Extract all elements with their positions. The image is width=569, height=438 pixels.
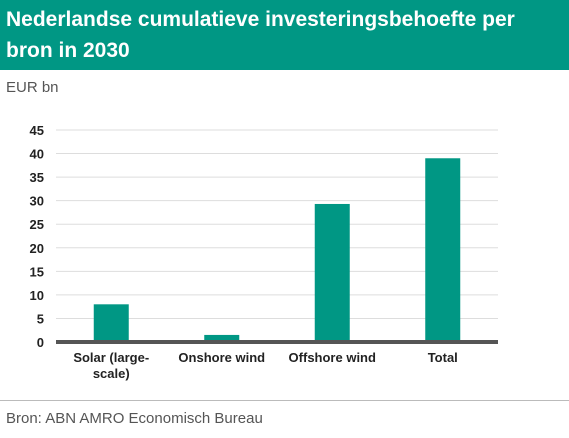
y-tick-label: 35 [30,170,44,185]
y-tick-label: 40 [30,147,44,162]
y-tick-label: 0 [37,335,44,350]
x-tick-label: Solar (large-scale) [73,350,149,381]
x-tick-label: Total [428,350,458,365]
y-tick-label: 10 [30,288,44,303]
source-note: Bron: ABN AMRO Economisch Bureau [6,410,263,427]
title-bar: Nederlandse cumulatieve investeringsbeho… [0,0,569,70]
y-tick-label: 45 [30,123,44,138]
y-tick-label: 15 [30,264,44,279]
unit-label: EUR bn [6,79,59,96]
bar-chart: 0 5 10 15 20 25 30 35 40 45 Solar (large-scale) Ons… [30,123,498,381]
y-tick-label: 20 [30,241,44,256]
y-tick-label: 5 [37,311,44,326]
y-tick-label: 30 [30,194,44,209]
y-tick-label: 25 [30,217,44,232]
x-tick-label: Offshore wind [289,350,376,365]
x-tick-label: Onshore wind [178,350,265,365]
bar [204,334,240,342]
bar [314,203,350,342]
source-divider [0,400,569,401]
bar [425,158,461,342]
page-title: Nederlandse cumulatieve investeringsbeho… [6,8,515,62]
chart-area: 0 5 10 15 20 25 30 35 40 45 Solar (large-scale) Ons… [0,108,569,398]
bar [93,304,129,342]
